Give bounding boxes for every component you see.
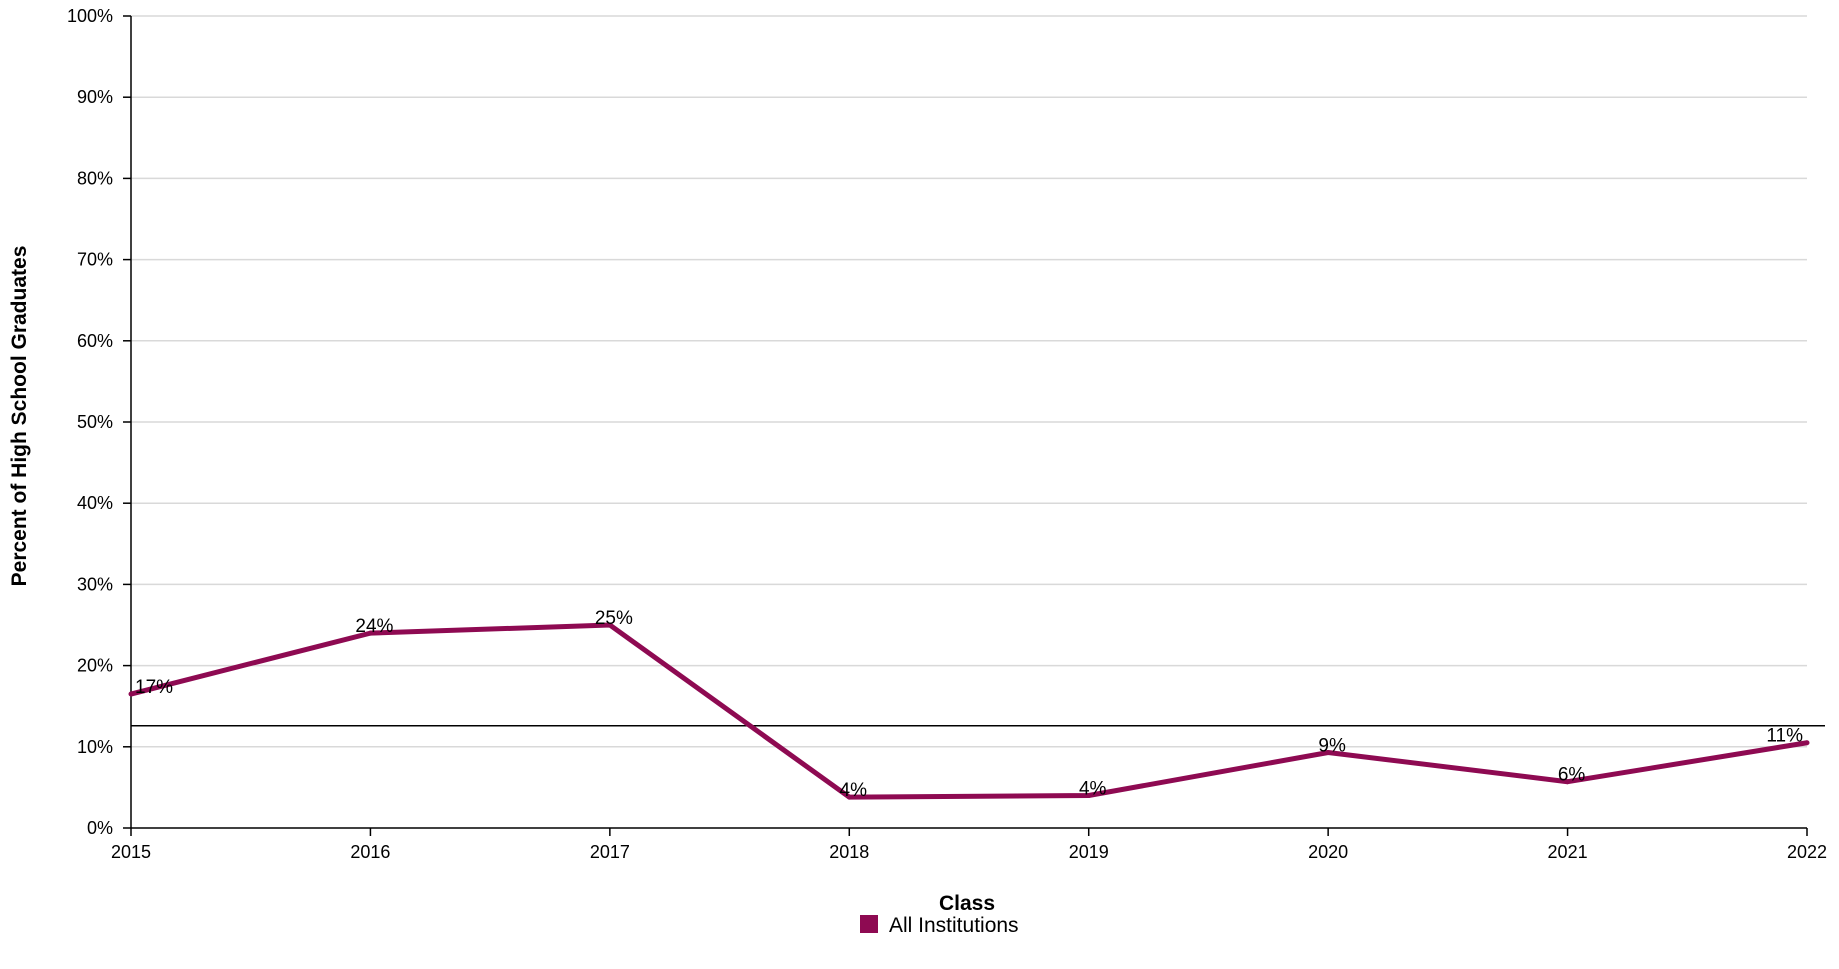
data-labels: 17% 24% 25% 4% 4% 9% 6% 11%	[135, 608, 1803, 801]
data-point	[1325, 749, 1331, 755]
x-tick-label: 2016	[350, 842, 390, 862]
y-tick-label: 0%	[87, 818, 113, 838]
y-tick-label: 30%	[77, 574, 113, 594]
data-label: 4%	[1079, 779, 1107, 800]
y-tick-label: 60%	[77, 331, 113, 351]
data-label: 17%	[135, 677, 173, 698]
legend[interactable]: All Institutions	[860, 914, 1019, 937]
x-tick-label: 2020	[1308, 842, 1348, 862]
data-point	[607, 622, 613, 628]
y-tick-label: 40%	[77, 493, 113, 513]
y-tick-label: 10%	[77, 737, 113, 757]
data-label: 6%	[1558, 765, 1586, 786]
legend-label: All Institutions	[889, 914, 1019, 937]
x-tick-label: 2021	[1548, 842, 1588, 862]
x-tick-label: 2015	[111, 842, 151, 862]
y-axis-ticks: 0% 10% 20% 30% 40% 50% 60% 70% 80% 90% 100%	[67, 6, 131, 838]
y-axis-title: Percent of High School Graduates	[8, 246, 31, 587]
y-tick-label: 70%	[77, 250, 113, 270]
data-point	[128, 691, 134, 697]
legend-swatch	[860, 915, 878, 933]
data-label: 4%	[840, 780, 868, 801]
series-line	[130, 622, 1808, 800]
data-point	[1086, 793, 1092, 799]
x-tick-label: 2019	[1069, 842, 1109, 862]
y-tick-label: 90%	[77, 87, 113, 107]
x-axis-ticks: 2015 2016 2017 2018 2019 2020 2021 2022	[111, 828, 1827, 862]
data-point	[846, 794, 852, 800]
data-point	[1565, 779, 1571, 785]
data-point	[367, 630, 373, 636]
gridlines	[131, 15, 1807, 748]
y-tick-label: 20%	[77, 656, 113, 676]
data-label: 25%	[595, 608, 633, 629]
data-label: 11%	[1766, 726, 1803, 747]
x-tick-label: 2018	[829, 842, 869, 862]
x-axis-title: Class	[939, 892, 995, 915]
data-label: 9%	[1318, 735, 1346, 756]
data-point	[1804, 740, 1810, 746]
x-tick-label: 2022	[1787, 842, 1827, 862]
y-tick-label: 100%	[67, 6, 113, 26]
y-tick-label: 80%	[77, 168, 113, 188]
data-label: 24%	[355, 616, 393, 637]
y-tick-label: 50%	[77, 412, 113, 432]
x-tick-label: 2017	[590, 842, 630, 862]
series-layer	[128, 622, 1810, 800]
